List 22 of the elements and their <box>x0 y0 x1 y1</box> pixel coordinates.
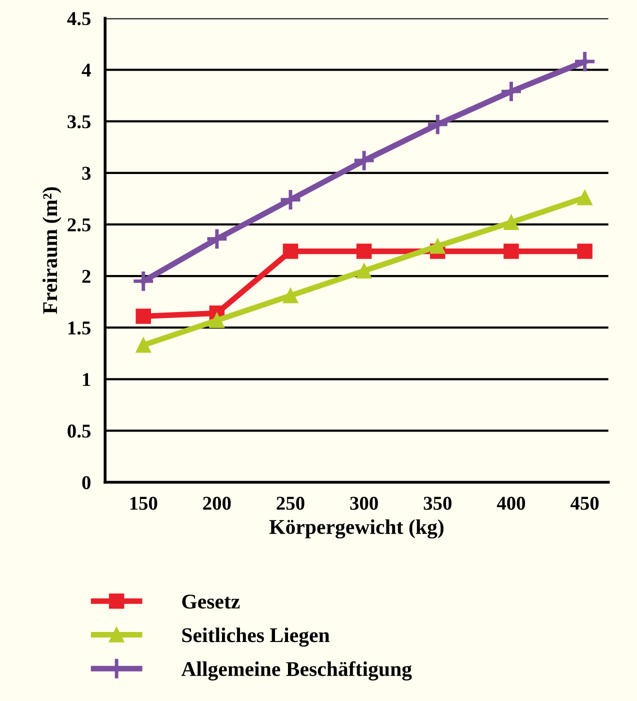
legend-label: Allgemeine Beschäftigung <box>181 661 412 680</box>
y-tick-label: 4 <box>82 64 91 77</box>
x-axis-title: Körpergewicht (kg) <box>269 519 444 538</box>
y-tick-label: 2.5 <box>68 218 91 232</box>
y-tick-label: 0 <box>82 476 90 490</box>
y-tick-label: 2 <box>82 270 90 283</box>
y-tick-label: 3.5 <box>68 115 91 128</box>
x-tick-label: 150 <box>130 496 158 510</box>
x-tick-label: 250 <box>276 496 304 510</box>
x-tick-label: 350 <box>424 496 452 510</box>
y-tick-label: 1.5 <box>68 322 91 335</box>
y-tick-label: 4.5 <box>67 12 91 26</box>
legend-label: Seitliches Liegen <box>182 628 330 647</box>
y-tick-label: 0.5 <box>68 424 91 438</box>
y-tick-label: 3 <box>82 166 91 180</box>
x-tick-label: 450 <box>570 496 599 510</box>
legend-label: Gesetz <box>182 594 240 609</box>
x-tick-label: 200 <box>203 496 231 510</box>
y-tick-label: 1 <box>83 373 90 386</box>
x-tick-label: 400 <box>496 496 526 510</box>
y-axis-title: Freiraum (m²) <box>42 187 62 314</box>
x-tick-label: 300 <box>350 496 378 510</box>
